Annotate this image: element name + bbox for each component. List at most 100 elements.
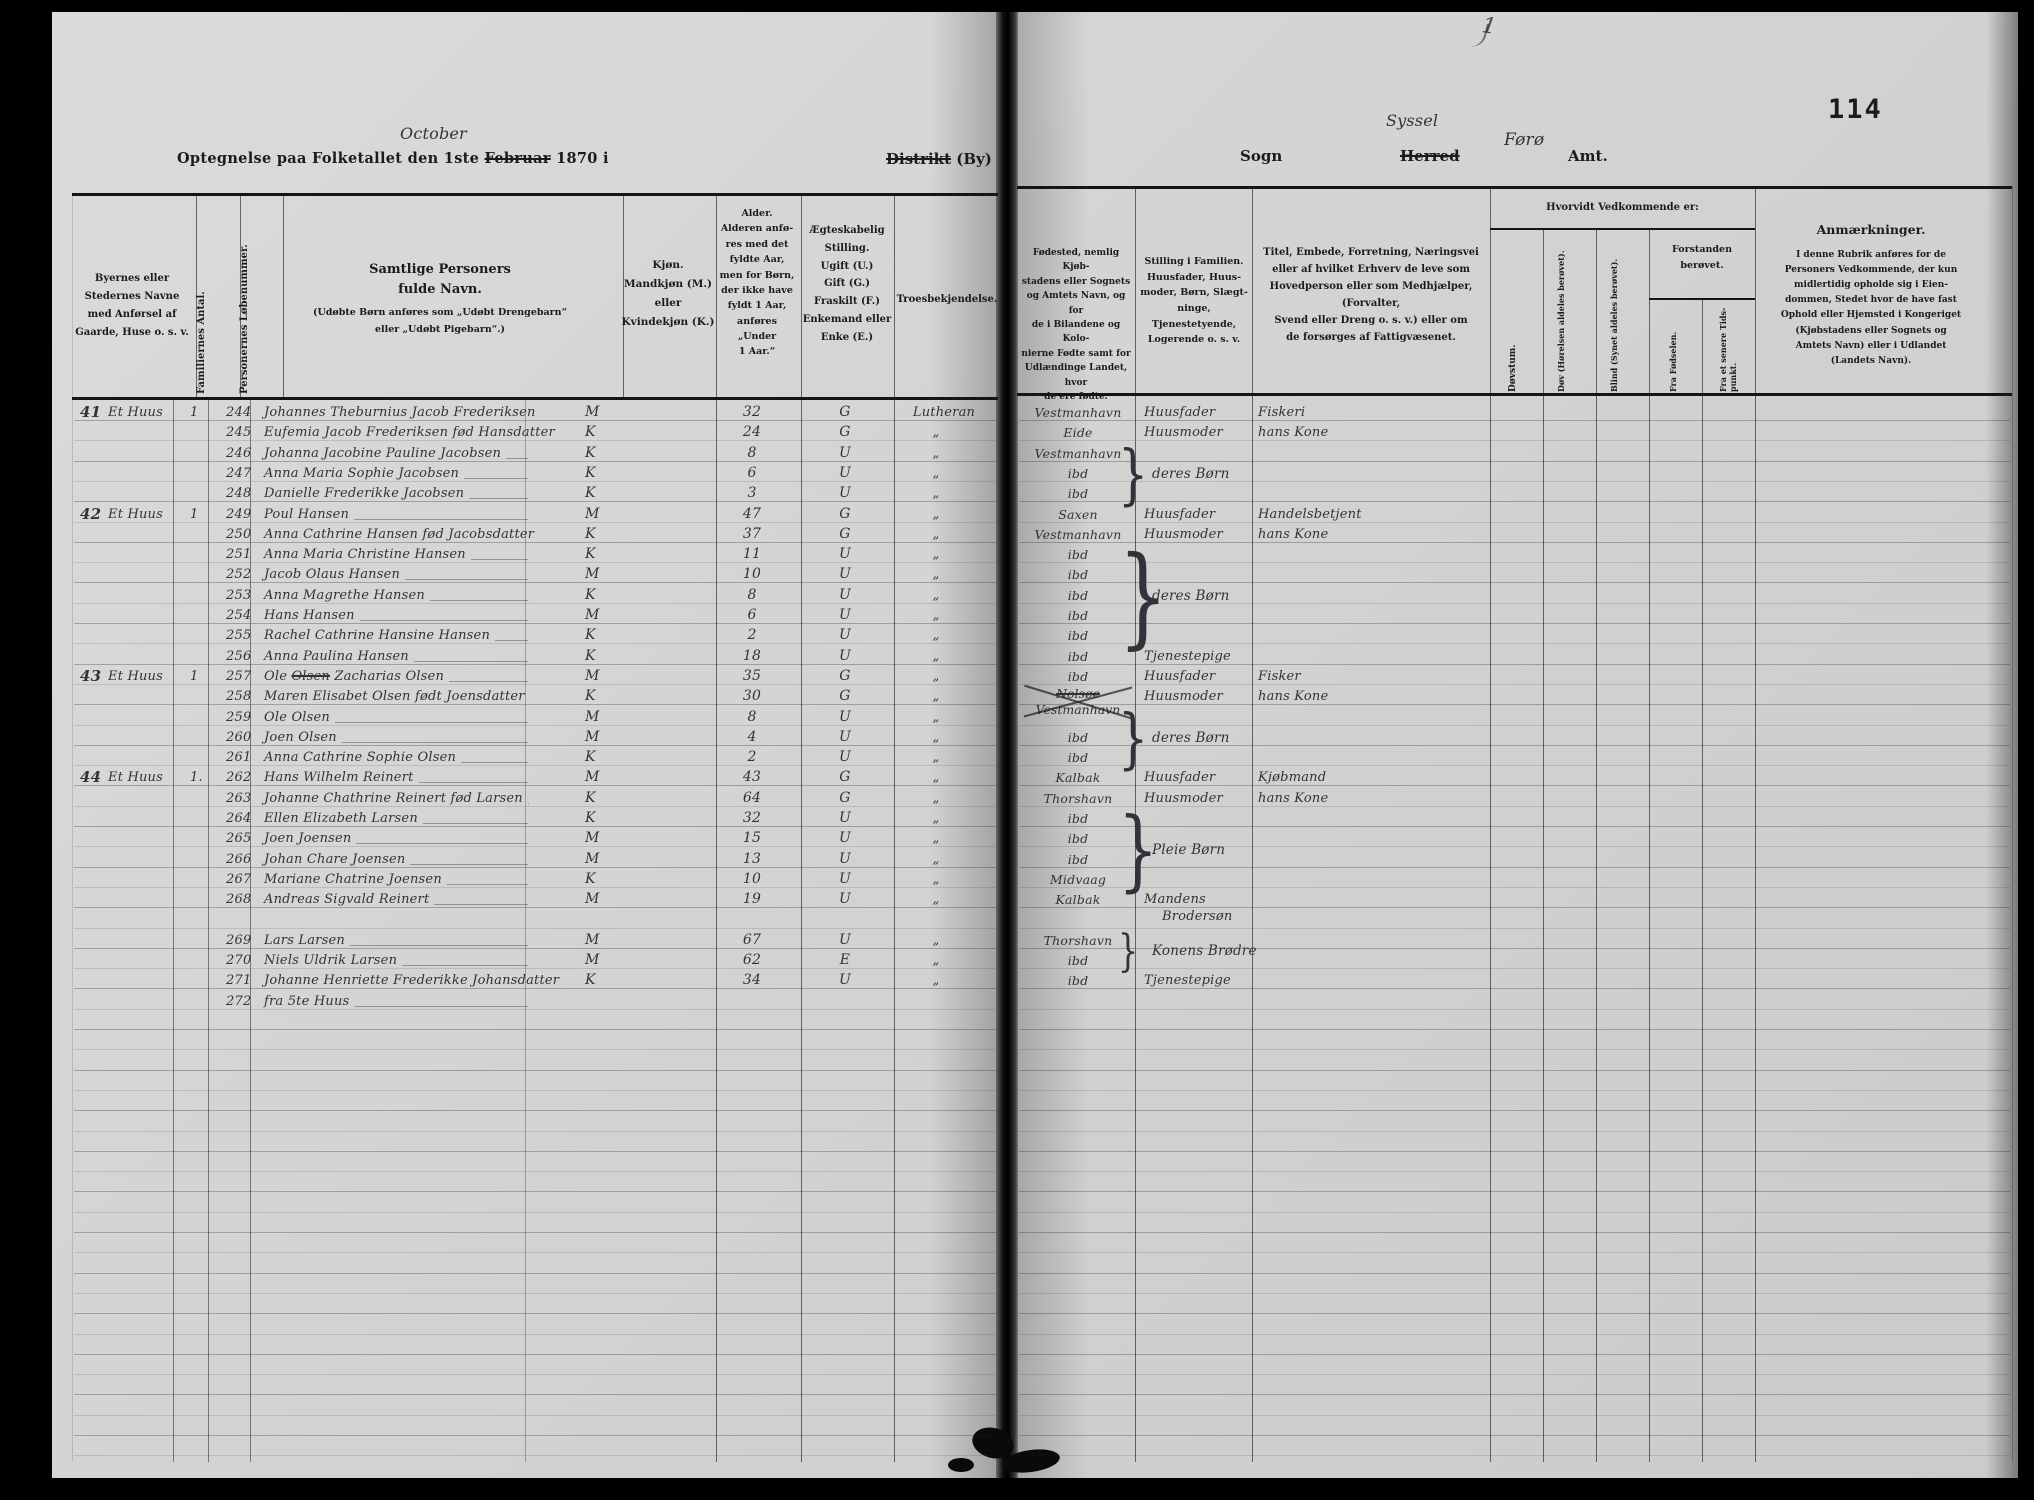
rule-line: [74, 1232, 996, 1233]
rule-line: [74, 927, 996, 929]
table-column-line: [1543, 228, 1545, 1462]
rule-line: [74, 1211, 996, 1213]
sex-mark: M: [585, 952, 600, 969]
family-count: 1.: [190, 770, 203, 786]
rule-line: [1019, 663, 2010, 665]
rule-line: [74, 420, 996, 421]
col-header-family-position: Stilling i Familien. Huusfader, Huus- mo…: [1140, 256, 1248, 346]
rule-line: [1019, 541, 2010, 543]
name-rule-tail: [402, 965, 528, 967]
name-rule-tail: [506, 457, 528, 459]
marital-status-mark: U: [839, 931, 851, 948]
marital-status-mark: U: [839, 891, 851, 908]
table-border: [1017, 186, 2012, 189]
table-column-line: [1596, 228, 1598, 1462]
rule-line: [74, 541, 996, 543]
rule-line: [74, 602, 996, 604]
col-header-place: Byernes eller Stedernes Navne med Anførs…: [75, 273, 189, 338]
birthplace-entry: ibd: [1067, 831, 1089, 847]
birthplace-entry: Kalbak: [1055, 892, 1101, 908]
rule-line: [74, 846, 996, 848]
sex-mark: M: [585, 566, 600, 583]
family-position-entry: Tjenestepige: [1144, 973, 1231, 989]
religion-entry: „: [932, 425, 940, 441]
religion-entry: „: [932, 567, 940, 583]
table-column-line: [250, 397, 252, 1462]
sex-mark: K: [585, 789, 596, 806]
marital-status-mark: G: [839, 789, 851, 806]
house-number: 42: [80, 504, 102, 523]
age-value: 34: [742, 972, 762, 989]
table-column-line: [240, 193, 242, 397]
marital-status-mark: U: [839, 749, 851, 766]
person-name: Johan Chare Joensen: [264, 851, 530, 868]
age-value: 19: [742, 891, 762, 908]
person-number: 260: [226, 729, 252, 745]
rule-line: [1019, 683, 2010, 685]
person-name: Maren Elisabet Olsen født Joensdatter: [264, 688, 530, 705]
book-gutter: [996, 12, 1018, 1478]
sex-mark: K: [585, 485, 596, 502]
sex-mark: M: [585, 505, 600, 522]
group-brace: }: [1118, 435, 1149, 513]
person-name: Ellen Elizabeth Larsen: [264, 810, 530, 827]
person-number: 256: [226, 648, 252, 664]
rule-line: [1019, 1110, 2010, 1112]
group-label: deres Børn: [1152, 466, 1230, 483]
person-name: Lars Larsen: [264, 932, 530, 949]
rule-line: [1019, 1374, 2010, 1376]
name-rule-tail: [405, 579, 528, 581]
table-column-line: [801, 193, 803, 1462]
person-number: 268: [226, 892, 252, 908]
age-value: 15: [742, 830, 762, 847]
rule-line: [1019, 1029, 2010, 1030]
rule-line: [1019, 826, 2010, 827]
age-value: 62: [742, 952, 762, 969]
person-name-text: Anna Maria Sophie Jacobsen: [264, 465, 460, 481]
rule-line: [74, 1333, 996, 1335]
person-name: Jacob Olaus Hansen: [264, 566, 530, 583]
rule-line: [1019, 1353, 2010, 1355]
person-name-text: Johanna Jacobine Pauline Jacobsen: [264, 445, 502, 461]
birthplace-entry: ibd: [1067, 486, 1089, 502]
district-struck: Distrikt: [886, 150, 952, 168]
sex-mark: M: [585, 728, 600, 745]
occupation-entry: Kjøbmand: [1258, 770, 1327, 786]
rule-line: [74, 1313, 996, 1315]
marital-status-mark: U: [839, 647, 851, 664]
rule-line: [1019, 1049, 2010, 1051]
person-name-text: Johanne Henriette Frederikke Johansdatte…: [264, 973, 560, 989]
col-header-name: Samtlige Personers fulde Navn.: [369, 262, 511, 298]
person-name-text: Maren Elisabet Olsen født Joensdatter: [264, 689, 525, 705]
person-number: 271: [226, 973, 252, 989]
handwritten-syssel: Syssel: [1386, 111, 1439, 130]
form-title: Optegnelse paa Folketallet den 1ste Febr…: [177, 150, 609, 167]
occupation-entry: Fisker: [1258, 668, 1301, 684]
person-name: Mariane Chatrine Joensen: [264, 871, 530, 888]
religion-entry: „: [932, 851, 940, 867]
rule-line: [1019, 1333, 2010, 1335]
sex-mark: K: [585, 424, 596, 441]
table-column-line: [623, 193, 625, 397]
rule-line: [1019, 420, 2010, 421]
table-border: [72, 193, 998, 196]
rule-line: [1019, 1252, 2010, 1254]
rule-line: [1019, 460, 2010, 462]
religion-entry: „: [932, 750, 940, 766]
rule-line: [1019, 1069, 2010, 1071]
col-header-birthplace: Fødested, nemlig Kjøb- stadens eller Sog…: [1021, 248, 1131, 402]
rule-line: [1019, 1130, 2010, 1132]
person-name: Joen Joensen: [264, 830, 530, 847]
rule-line: [1019, 623, 2010, 624]
name-rule-tail: [449, 680, 528, 682]
sex-mark: M: [585, 404, 600, 420]
rule-line: [74, 643, 996, 645]
marital-status-mark: G: [839, 505, 851, 522]
rule-line: [1019, 927, 2010, 929]
person-name-text: Joen Joensen: [264, 831, 352, 847]
person-name: Danielle Frederikke Jacobsen: [264, 485, 530, 502]
col-header-age: Alder. Alderen anfø- res med det fyldte …: [719, 208, 795, 358]
house-label: Et Huus: [108, 668, 163, 684]
birthplace-entry: Midvaag: [1049, 871, 1107, 887]
age-value: 10: [742, 566, 762, 583]
